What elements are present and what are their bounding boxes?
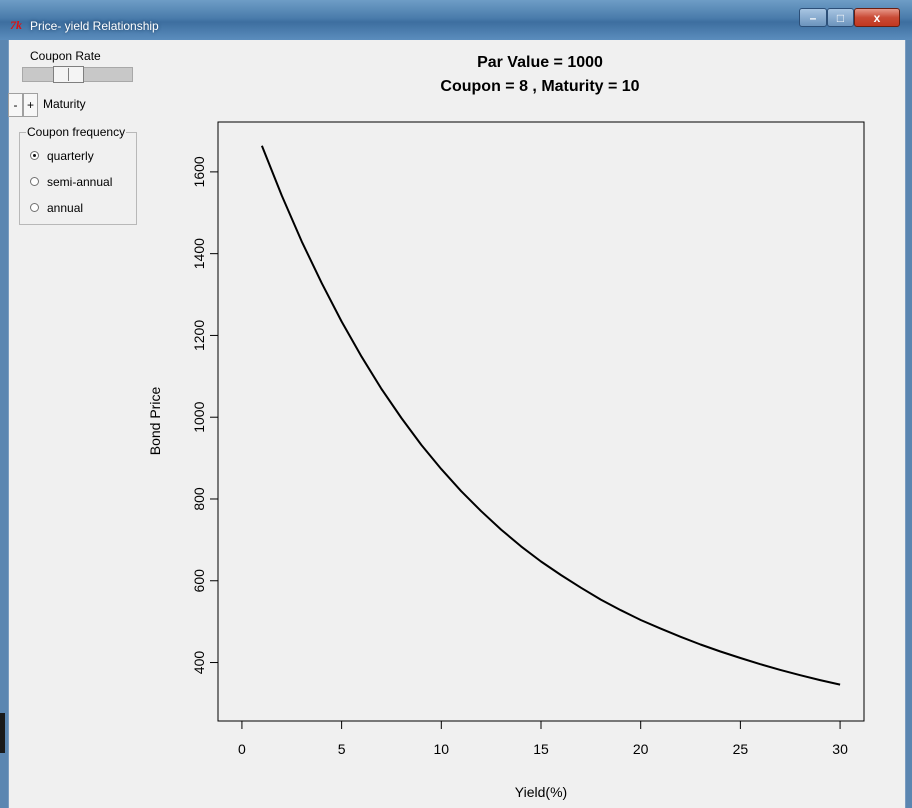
y-tick-label: 800 bbox=[191, 487, 207, 511]
coupon-frequency-legend: Coupon frequency bbox=[26, 125, 127, 139]
y-tick-label: 1600 bbox=[191, 156, 207, 187]
x-tick-label: 5 bbox=[338, 741, 346, 757]
y-tick-label: 400 bbox=[191, 651, 207, 675]
x-tick-label: 0 bbox=[238, 741, 246, 757]
slider-grip-icon bbox=[68, 68, 69, 81]
x-tick-label: 30 bbox=[832, 741, 848, 757]
radio-quarterly-label[interactable]: quarterly bbox=[47, 149, 94, 163]
x-axis: 0 5 10 15 20 25 30 bbox=[238, 720, 848, 757]
maturity-label: Maturity bbox=[43, 97, 86, 111]
maturity-increment-button[interactable]: + bbox=[23, 93, 38, 117]
radio-quarterly[interactable] bbox=[30, 151, 39, 160]
window-title: Price- yield Relationship bbox=[30, 19, 159, 33]
plot-frame bbox=[217, 121, 865, 722]
x-tick-label: 10 bbox=[434, 741, 450, 757]
window-left-border bbox=[0, 40, 8, 808]
x-tick-label: 25 bbox=[733, 741, 749, 757]
border-marker bbox=[0, 713, 5, 753]
y-tick-label: 600 bbox=[191, 569, 207, 593]
close-button[interactable]: x bbox=[854, 8, 900, 27]
y-axis-label: Bond Price bbox=[147, 387, 163, 456]
maximize-button[interactable]: □ bbox=[827, 8, 854, 27]
coupon-rate-label: Coupon Rate bbox=[30, 49, 101, 63]
window-client-area bbox=[8, 40, 906, 808]
series-group bbox=[260, 145, 841, 686]
radio-semi-annual[interactable] bbox=[30, 177, 39, 186]
y-axis: 400 600 800 1000 1200 1400 1600 bbox=[191, 156, 219, 675]
y-tick-label: 1000 bbox=[191, 401, 207, 432]
radio-semi-annual-label[interactable]: semi-annual bbox=[47, 175, 113, 189]
x-axis-label: Yield(%) bbox=[515, 784, 567, 800]
maturity-decrement-button[interactable]: - bbox=[8, 93, 23, 117]
radio-annual[interactable] bbox=[30, 203, 39, 212]
minimize-button[interactable]: – bbox=[799, 8, 827, 27]
chart-title: Par Value = 1000 bbox=[477, 54, 603, 71]
y-tick-label: 1400 bbox=[191, 238, 207, 269]
window-right-border bbox=[904, 40, 912, 808]
y-tick-label: 1200 bbox=[191, 320, 207, 351]
radio-annual-label[interactable]: annual bbox=[47, 201, 84, 215]
x-tick-label: 15 bbox=[533, 741, 549, 757]
window-titlebar[interactable]: 7k Price- yield Relationship – □ x bbox=[0, 0, 912, 40]
tk-feather-icon: 7k bbox=[10, 18, 22, 32]
price-yield-curve bbox=[260, 145, 841, 686]
coupon-rate-slider-handle[interactable] bbox=[53, 66, 84, 83]
x-tick-label: 20 bbox=[633, 741, 649, 757]
chart-subtitle: Coupon = 8 , Maturity = 10 bbox=[440, 78, 639, 95]
